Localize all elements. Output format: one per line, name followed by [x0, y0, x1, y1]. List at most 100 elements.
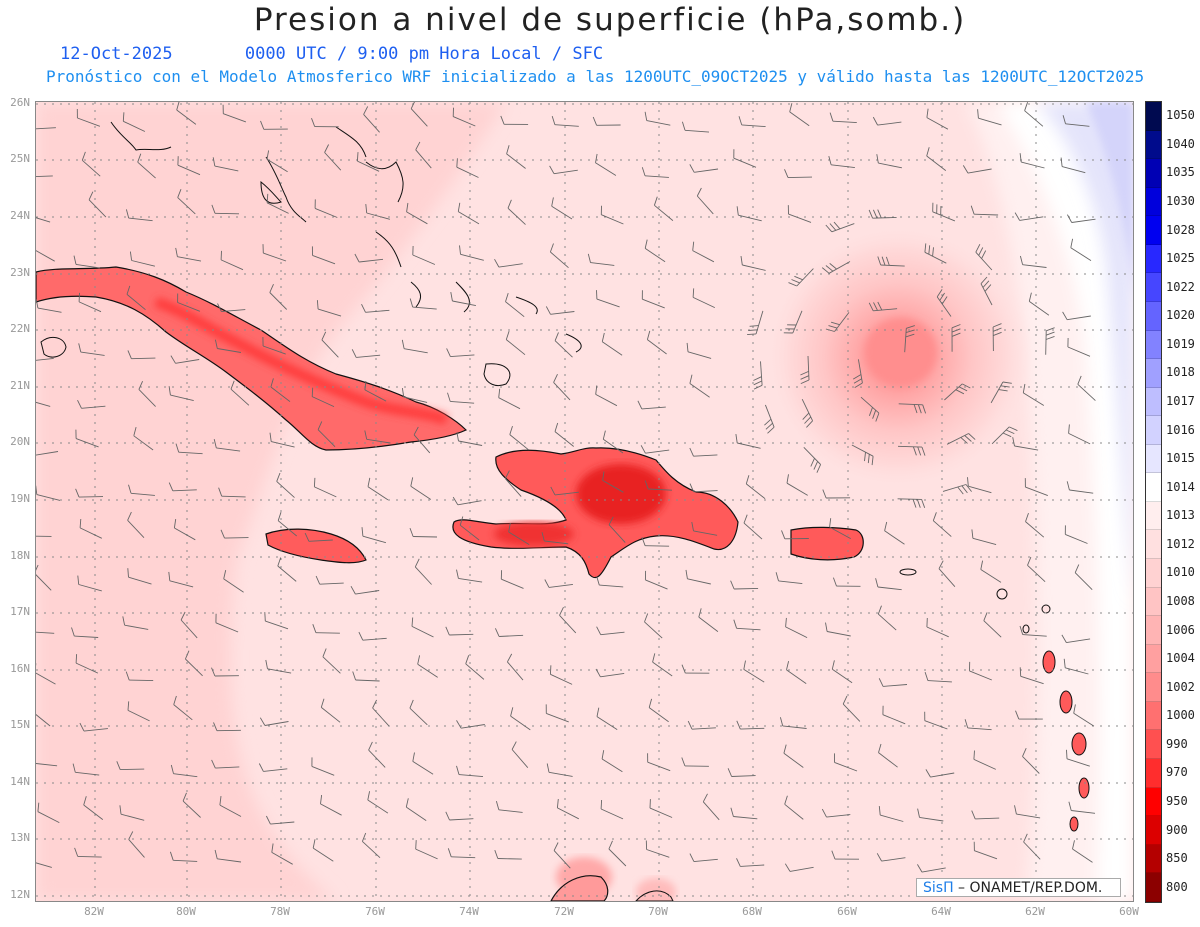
lat-label: 21N	[10, 379, 30, 392]
colorbar-label: 1012	[1166, 536, 1195, 551]
colorbar-swatch	[1146, 387, 1161, 417]
dominica	[1059, 690, 1073, 714]
lon-label: 80W	[176, 905, 196, 918]
colorbar-label: 1014	[1166, 479, 1195, 494]
lat-label: 22N	[10, 322, 30, 335]
colorbar-swatch	[1146, 301, 1161, 331]
colorbar-swatch	[1146, 187, 1161, 217]
valid-time-line: 12-Oct-2025 0000 UTC / 9:00 pm Hora Loca…	[60, 44, 603, 64]
credit-org: – ONAMET/REP.DOM.	[953, 880, 1103, 896]
lat-label: 17N	[10, 605, 30, 618]
puerto-rico	[790, 526, 864, 561]
map-title: Presion a nivel de superficie (hPa,somb.…	[253, 2, 967, 38]
colorbar-swatch	[1146, 758, 1161, 788]
colorbar-label: 1010	[1166, 565, 1195, 580]
pressure-map	[35, 101, 1134, 902]
colorbar-swatch	[1146, 501, 1161, 531]
colorbar-label: 1004	[1166, 651, 1195, 666]
colorbar-label: 1030	[1166, 194, 1195, 208]
colorbar-label: 1008	[1166, 594, 1195, 608]
lon-label: 82W	[84, 905, 104, 918]
credit-box: SisΠ – ONAMET/REP.DOM.	[916, 878, 1121, 897]
lon-label: 62W	[1025, 905, 1045, 918]
isla-juventud	[40, 336, 67, 358]
st-lucia	[1078, 777, 1090, 799]
forecast-time: 0000 UTC / 9:00 pm Hora Local / SFC	[244, 44, 604, 64]
forecast-date: 12-Oct-2025	[60, 44, 173, 64]
colorbar-label: 1022	[1166, 279, 1195, 294]
st-vincent	[1069, 816, 1079, 832]
lon-label: 66W	[837, 905, 857, 918]
colorbar-swatch	[1146, 873, 1161, 902]
colorbar-swatch	[1146, 416, 1161, 445]
colorbar-swatch	[1146, 701, 1161, 731]
colorbar-label: 850	[1166, 851, 1188, 866]
colorbar-label: 1002	[1166, 679, 1195, 694]
colorbar-swatch	[1146, 359, 1161, 388]
model-info-line: Pronóstico con el Modelo Atmosferico WRF…	[46, 67, 1145, 86]
colorbar-label: 1015	[1166, 451, 1195, 466]
colorbar-label: 1020	[1166, 308, 1195, 323]
wind-barbs	[36, 102, 1096, 873]
guadeloupe	[1042, 650, 1056, 674]
colorbar-swatch	[1146, 644, 1161, 674]
colorbar-label: 1000	[1166, 708, 1195, 723]
colorbar-label: 1013	[1166, 508, 1195, 523]
lon-label: 72W	[554, 905, 574, 918]
colorbar-label: 800	[1166, 879, 1188, 894]
colorbar-label: 990	[1166, 736, 1188, 751]
colorbar-label: 1018	[1166, 365, 1195, 380]
colorbar-swatch	[1146, 444, 1161, 474]
colorbar-label: 1035	[1166, 165, 1195, 180]
colorbar-label: 900	[1166, 822, 1188, 837]
lat-label: 12N	[10, 888, 30, 901]
colorbar-swatch	[1146, 844, 1161, 874]
colorbar-swatch	[1146, 473, 1161, 502]
colorbar-swatch	[1146, 730, 1161, 759]
colorbar-swatch	[1146, 244, 1161, 274]
lon-label: 74W	[459, 905, 479, 918]
brand-logo-text: SisΠ	[923, 880, 954, 896]
colorbar-label: 1050	[1166, 108, 1195, 123]
lat-label: 26N	[10, 96, 30, 109]
lat-label: 13N	[10, 831, 30, 844]
lat-label: 24N	[10, 209, 30, 222]
colorbar-label: 1028	[1166, 222, 1195, 237]
colorbar-swatch	[1146, 587, 1161, 617]
colorbar-swatch	[1146, 159, 1161, 188]
lat-label: 15N	[10, 718, 30, 731]
colorbar-label: 1025	[1166, 251, 1195, 266]
lat-label: 25N	[10, 152, 30, 165]
lat-label: 19N	[10, 492, 30, 505]
lat-label: 20N	[10, 435, 30, 448]
lat-label: 23N	[10, 266, 30, 279]
colorbar-label: 1016	[1166, 422, 1195, 437]
lon-label: 76W	[365, 905, 385, 918]
colorbar-swatch	[1146, 673, 1161, 702]
field-1015-east	[1036, 102, 1133, 602]
colorbar-swatch	[1146, 530, 1161, 559]
field-1016-east	[1086, 102, 1133, 302]
colorbar-swatch	[1146, 559, 1161, 588]
pressure-colorbar	[1145, 101, 1162, 903]
lat-label: 18N	[10, 549, 30, 562]
colorbar-label: 950	[1166, 794, 1188, 808]
colorbar-swatch	[1146, 330, 1161, 360]
jamaica	[265, 528, 367, 564]
lat-label: 16N	[10, 662, 30, 675]
colorbar-label: 1040	[1166, 136, 1195, 151]
lon-label: 64W	[931, 905, 951, 918]
colorbar-label: 1019	[1166, 336, 1195, 351]
colorbar-swatch	[1146, 273, 1161, 302]
lat-label: 14N	[10, 775, 30, 788]
martinique	[1071, 732, 1087, 756]
field-1014-east	[996, 102, 1133, 901]
lon-label: 60W	[1119, 905, 1139, 918]
colorbar-label: 1006	[1166, 622, 1195, 637]
colorbar-swatch	[1146, 787, 1161, 817]
lon-label: 78W	[270, 905, 290, 918]
colorbar-label: 970	[1166, 765, 1188, 780]
colorbar-swatch	[1146, 130, 1161, 160]
colorbar-swatch	[1146, 616, 1161, 645]
colorbar-label: 1017	[1166, 394, 1195, 408]
